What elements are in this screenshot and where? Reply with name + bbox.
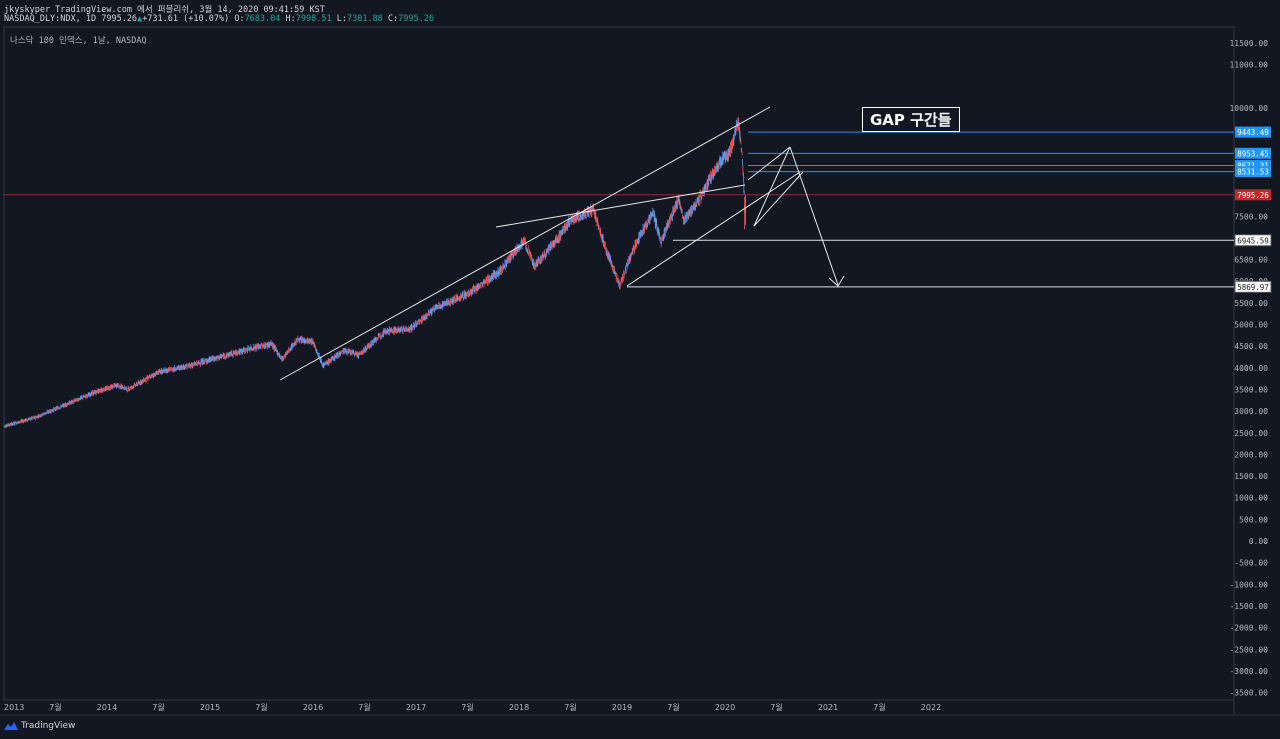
y-tick-label: 7500.00 (1234, 212, 1268, 221)
symbol-label: NASDAQ_DLY:NDX, 1D 7995.26 (4, 14, 138, 24)
y-tick-label: 6500.00 (1234, 256, 1268, 265)
x-tick-label: 2019 (612, 703, 632, 712)
x-tick-label: 2018 (509, 703, 529, 712)
x-tick-label: 7월 (770, 702, 782, 712)
level-price-label: 8671.31 (1237, 162, 1269, 171)
y-tick-label: 3000.00 (1234, 407, 1268, 416)
x-tick-label: 2015 (200, 703, 220, 712)
level-price-tag (1234, 234, 1272, 247)
x-tick-label: 2016 (303, 703, 323, 712)
y-tick-label: 4000.00 (1234, 364, 1268, 373)
low-value: 7301.88 (346, 14, 383, 24)
projection-arrow-icon (828, 275, 845, 287)
y-tick-label: 2000.00 (1234, 450, 1268, 459)
chart-subtitle: 나스닥 100 인덱스, 1날, NASDAQ (10, 36, 147, 46)
y-tick-label: -3000.00 (1229, 667, 1268, 676)
y-tick-label: 4500.00 (1234, 342, 1268, 351)
level-price-tag (1235, 126, 1271, 138)
change-up-arrow-icon: ▲ (137, 14, 143, 24)
open-label: O: (234, 14, 245, 24)
upper-resistance-line[interactable] (495, 184, 746, 228)
x-tick-label: 7월 (49, 702, 61, 712)
x-tick-label: 7월 (873, 702, 885, 712)
y-tick-label: -2000.00 (1229, 624, 1268, 633)
y-tick-label: 11500.00 (1229, 39, 1268, 48)
projection-leg-down[interactable] (789, 146, 839, 286)
y-tick-label: -3500.00 (1229, 689, 1268, 698)
y-tick-label: -1000.00 (1229, 580, 1268, 589)
projection-leg-b[interactable] (753, 146, 791, 227)
high-label: H: (285, 14, 296, 24)
y-tick-label: 500.00 (1239, 515, 1268, 524)
x-tick-label: 2022 (921, 703, 941, 712)
x-tick-label: 7월 (461, 702, 473, 712)
level-price-label: 8531.53 (1237, 168, 1269, 177)
level-price-tag (1234, 280, 1272, 293)
y-tick-label: 1000.00 (1234, 494, 1268, 503)
level-price-label: 8953.45 (1237, 149, 1269, 158)
x-tick-label: 2021 (818, 703, 838, 712)
y-tick-label: -2500.00 (1229, 645, 1268, 654)
wedge-support-line[interactable] (626, 171, 801, 287)
high-value: 7998.51 (295, 14, 332, 24)
y-tick-label: 10000.00 (1229, 104, 1268, 113)
y-tick-label: 5500.00 (1234, 299, 1268, 308)
x-tick-label: 7월 (564, 702, 576, 712)
x-tick-label: 7월 (358, 702, 370, 712)
x-tick-label: 7월 (667, 702, 679, 712)
x-tick-label: 2014 (97, 703, 117, 712)
x-tick-label: 7월 (255, 702, 267, 712)
close-label: C: (387, 14, 399, 24)
low-label: L: (336, 14, 347, 24)
y-tick-label: 0.00 (1249, 537, 1268, 546)
y-tick-label: 3500.00 (1234, 385, 1268, 394)
level-price-tag (1235, 189, 1271, 201)
published-by-line: jkyskyper TradingView.com 에서 퍼블리쉬, 3월 14… (4, 5, 325, 15)
projection-leg-c[interactable] (753, 171, 804, 227)
symbol-ohlc-line: NASDAQ_DLY:NDX, 1D 7995.26▲+731.61 (+10.… (4, 14, 434, 24)
level-price-tag (1235, 166, 1271, 178)
x-tick-label: 7월 (152, 702, 164, 712)
y-tick-label: 1500.00 (1234, 472, 1268, 481)
level-price-label: 5869.97 (1237, 283, 1269, 292)
projection-leg-up[interactable] (747, 146, 791, 181)
x-tick-label: 2020 (715, 703, 735, 712)
level-price-label: 9443.49 (1237, 128, 1269, 137)
level-price-tag (1235, 147, 1271, 159)
gap-annotation[interactable]: GAP 구간들 (862, 107, 960, 132)
y-tick-label: 5000.00 (1234, 321, 1268, 330)
change-value: +731.61 (+10.07%) (142, 14, 230, 24)
close-value: 7995.26 (398, 14, 434, 24)
y-tick-label: -1500.00 (1229, 602, 1268, 611)
level-price-label: 6945.59 (1237, 236, 1269, 245)
x-tick-label: 2017 (406, 703, 426, 712)
y-tick-label: -500.00 (1234, 559, 1268, 568)
tradingview-brand: TradingView (21, 721, 76, 731)
y-tick-label: 2500.00 (1234, 429, 1268, 438)
level-price-label: 7995.26 (1237, 191, 1269, 200)
lower-trendline[interactable] (279, 106, 771, 381)
y-tick-label: 11000.00 (1229, 61, 1268, 70)
tradingview-logo-icon (4, 722, 18, 730)
level-price-tag (1235, 160, 1271, 172)
tradingview-footer[interactable]: TradingView (4, 721, 75, 731)
open-value: 7683.04 (244, 14, 281, 24)
x-tick-label: 2013 (4, 703, 24, 712)
